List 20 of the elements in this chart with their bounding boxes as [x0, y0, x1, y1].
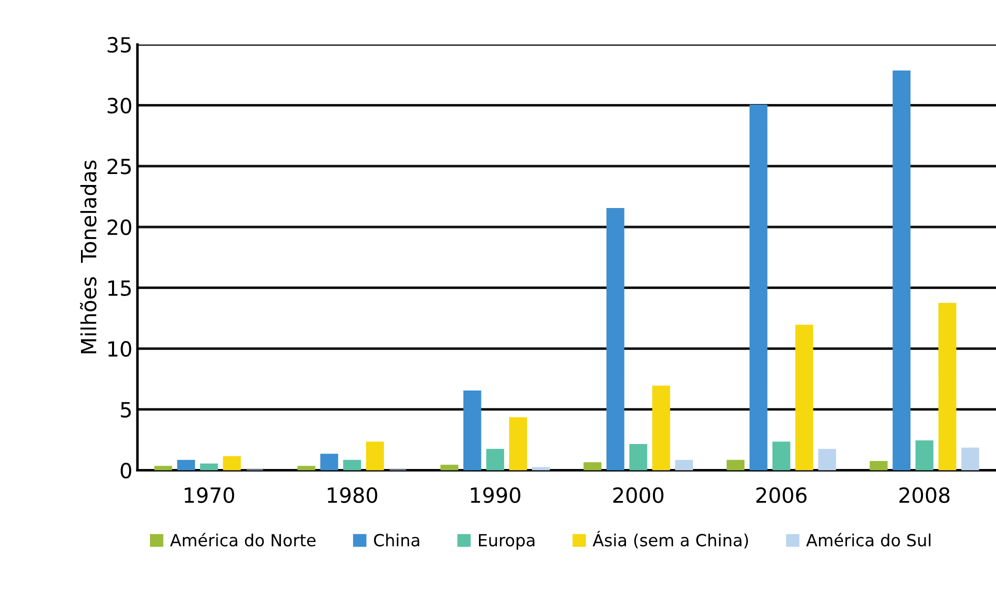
legend-label: Europa [478, 534, 534, 550]
y-tick-label: 5 [120, 402, 131, 418]
x-tick-label: 2006 [756, 487, 807, 504]
legend-label: China [374, 534, 420, 546]
legend-label: América do Sul [806, 532, 930, 546]
x-tick-label: 2008 [899, 487, 950, 504]
y-tick-label: 30 [108, 98, 132, 114]
legend-label: Ásia (sem a China) [592, 530, 748, 548]
legend-label: América do Norte [170, 532, 316, 546]
x-tick-label: 1990 [470, 487, 520, 504]
y-tick-label: 0 [120, 462, 132, 478]
y-tick-label: 20 [108, 219, 132, 236]
x-tick-label: 1980 [328, 487, 378, 504]
x-tick-label: 1970 [184, 487, 234, 504]
x-tick-label: 2000 [613, 487, 664, 504]
y-tick-label: 25 [108, 158, 131, 174]
y-axis-title: Milhões Toneladas [80, 160, 96, 354]
y-tick-label: 35 [108, 36, 131, 53]
y-tick-label: 10 [108, 341, 132, 357]
y-tick-label: 15 [108, 280, 131, 296]
